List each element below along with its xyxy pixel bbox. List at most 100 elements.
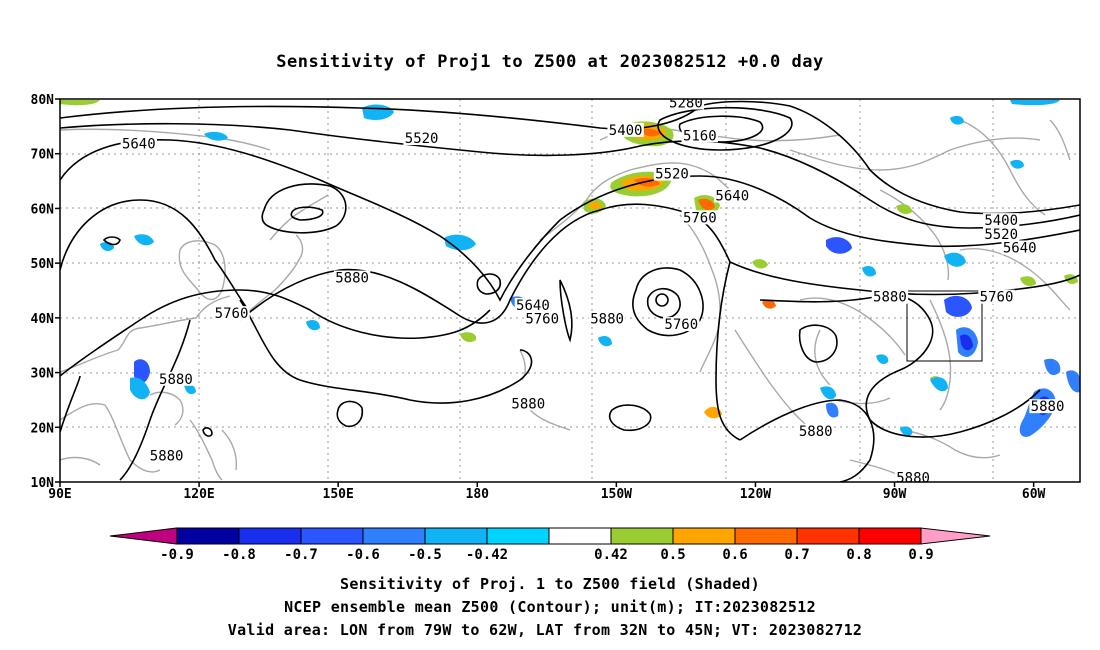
contour-label-bg (871, 289, 909, 304)
contour-label: 5760 (664, 317, 698, 333)
colorbar-segment (362, 527, 426, 545)
contour-label: 5760 (525, 312, 559, 328)
contour-label: 5880 (1031, 399, 1065, 415)
colorbar-segment (548, 527, 612, 545)
colorbar-label: -0.8 (222, 547, 256, 563)
colorbar-label: 0.8 (846, 547, 871, 563)
lat-label: 40N (31, 312, 55, 327)
lat-label: 50N (31, 257, 55, 272)
lat-label: 30N (31, 367, 55, 382)
colorbar-segment (424, 527, 488, 545)
contour-label-bg (982, 226, 1020, 241)
lat-label: 60N (31, 202, 55, 217)
colorbar-end-low (109, 527, 178, 545)
lon-label: 150E (323, 487, 354, 502)
lat-label: 10N (31, 476, 55, 491)
lon-label: 60W (1022, 487, 1046, 502)
colorbar-label: 0.6 (722, 547, 747, 563)
contour-label: 5640 (122, 137, 156, 153)
colorbar-label: -0.42 (466, 547, 508, 563)
contour-label: 5880 (335, 271, 369, 287)
colorbar-segment (176, 527, 240, 545)
colorbar-label: -0.9 (160, 547, 194, 563)
contour-label-bg (333, 270, 371, 285)
colorbar-segment (300, 527, 364, 545)
colorbar-segment (238, 527, 302, 545)
colorbar-end-high (920, 527, 991, 545)
lat-label: 80N (31, 93, 55, 108)
contour-label: 5880 (896, 470, 930, 486)
lon-label: 180 (466, 487, 490, 502)
contour-label: 5400 (609, 123, 643, 139)
colorbar-segment (672, 527, 736, 545)
contour-label: 5400 (984, 213, 1018, 229)
contour-label-bg (523, 311, 561, 326)
contour-label: 5160 (683, 128, 717, 144)
contour-label: 5880 (150, 448, 184, 464)
footer-line-1: Sensitivity of Proj. 1 to Z500 field (Sh… (340, 575, 760, 593)
contour-label: 5520 (405, 131, 439, 147)
contour-label: 5280 (669, 95, 703, 111)
valid-area-box (906, 290, 983, 362)
contour-label-bg (714, 188, 751, 203)
colorbar-label: 0.5 (660, 547, 685, 563)
contour-label-bg (510, 396, 547, 411)
contour-label-bg (681, 210, 719, 225)
contour-label-bg (797, 423, 834, 438)
lon-label: 120E (183, 487, 214, 502)
contour-label: 5880 (590, 312, 624, 328)
contour-label-bg (1001, 240, 1038, 255)
contour-label-bg (663, 317, 700, 332)
colorbar-segment (796, 527, 860, 545)
longitude-axis: 90E 120E 150E 180 150W 120W 90W 60W (48, 482, 1046, 502)
colorbar-label: 0.9 (908, 547, 933, 563)
lon-label: 150W (601, 487, 632, 502)
contour-label: 5760 (980, 290, 1014, 306)
contour-label-bg (667, 99, 705, 110)
colorbar-label: -0.5 (408, 547, 442, 563)
contour-label: 5880 (511, 396, 545, 412)
contour-label-bg (894, 470, 932, 482)
contour-label-bg (653, 166, 691, 181)
colorbar-label: 0.42 (594, 547, 628, 563)
contour-label: 5640 (516, 298, 550, 314)
contour-label: 5640 (1003, 240, 1037, 256)
contour-label-bg (403, 131, 440, 146)
contour-label-bg (607, 122, 644, 137)
contour-label-bg (588, 311, 626, 326)
contour-label: 5760 (215, 306, 249, 322)
contour-label-bg (148, 448, 185, 463)
contour-label: 5880 (799, 424, 833, 440)
lon-label: 90E (48, 487, 71, 502)
colorbar-label: -0.7 (284, 547, 318, 563)
contour-label-bg (1029, 399, 1066, 414)
colorbar: -0.9 -0.8 -0.7 -0.6 -0.5 -0.42 0.42 0.5 0.6 0.7 0.… (109, 527, 991, 563)
lon-label: 90W (883, 487, 907, 502)
contour-label-bg (157, 371, 195, 386)
contour-label-bg (213, 306, 250, 321)
footer-line-2: NCEP ensemble mean Z500 (Contour); unit(… (284, 598, 816, 616)
latitude-axis: 80N 70N 60N 50N 40N 30N 20N 10N (31, 93, 60, 491)
map-frame (59, 98, 1081, 483)
colorbar-label: 0.7 (784, 547, 809, 563)
footer-line-3: Valid area: LON from 79W to 62W, LAT fro… (228, 621, 863, 639)
colorbar-label: -0.6 (346, 547, 380, 563)
colorbar-segment (734, 527, 798, 545)
contour-label: 5520 (984, 227, 1018, 243)
lon-label: 120W (740, 487, 771, 502)
figure-title: Sensitivity of Proj1 to Z500 at 20230825… (276, 52, 823, 72)
contour-label-bg (681, 128, 719, 143)
colorbar-segment (486, 527, 550, 545)
contour-label-bg (514, 297, 552, 312)
colorbar-segment (858, 527, 922, 545)
contour-label-bg (978, 289, 1015, 304)
lat-label: 20N (31, 421, 55, 436)
contour-label: 5520 (655, 167, 689, 183)
lat-label: 70N (31, 148, 55, 163)
contour-label: 5880 (873, 290, 907, 306)
coastlines (60, 119, 1071, 481)
contour-label: 5760 (683, 210, 717, 226)
